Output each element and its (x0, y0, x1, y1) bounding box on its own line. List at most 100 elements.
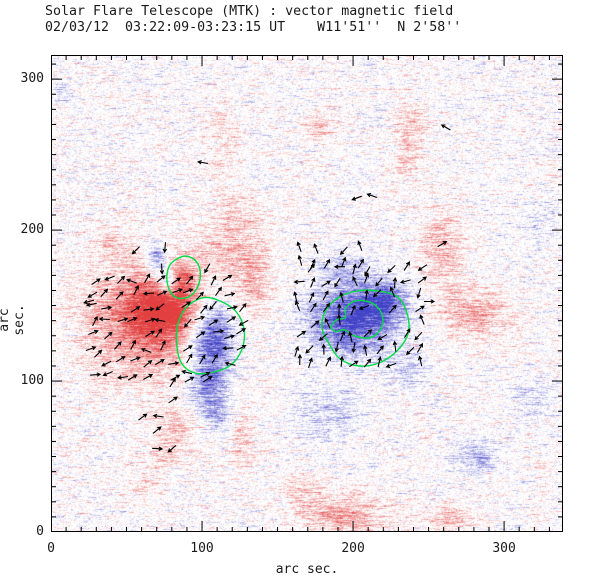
field-vector (321, 280, 331, 287)
field-vector (403, 261, 411, 271)
field-vector (334, 277, 341, 288)
field-vector (339, 355, 345, 367)
field-vector (322, 290, 329, 301)
field-vector (399, 279, 411, 284)
field-vector (168, 361, 180, 366)
field-vector (222, 346, 234, 351)
field-vector (363, 358, 372, 368)
field-vector (415, 305, 425, 313)
field-vector (377, 356, 382, 368)
field-vector (155, 303, 165, 311)
field-vector (157, 290, 168, 296)
field-vector (387, 265, 396, 274)
field-vector (200, 371, 211, 378)
field-vector (183, 345, 193, 352)
field-vector (310, 320, 320, 329)
left-kernel-ellipse (166, 255, 202, 300)
field-vector (297, 254, 303, 266)
field-vector (204, 263, 211, 274)
field-vector (155, 328, 163, 338)
field-vector (144, 317, 156, 323)
field-vector (388, 304, 397, 314)
field-vector (140, 347, 152, 353)
right-inner-contour (330, 299, 384, 339)
field-vector (100, 288, 109, 298)
field-vector (364, 289, 369, 301)
field-vector (357, 258, 364, 269)
field-vector (155, 358, 165, 366)
field-vector (115, 291, 124, 300)
field-vector (238, 319, 249, 326)
plot-area (51, 55, 563, 532)
field-vector (416, 342, 423, 353)
x-tick-label: 100 (190, 541, 214, 556)
field-vector (117, 275, 126, 284)
field-vector (181, 369, 193, 375)
field-vector (336, 313, 342, 326)
field-vector (101, 360, 112, 367)
field-vector (83, 299, 95, 305)
field-vector (195, 331, 206, 339)
central-negative-contour (175, 296, 246, 375)
contour-lines (166, 255, 410, 375)
field-vector (85, 346, 97, 352)
field-vector (296, 330, 307, 338)
field-vector (333, 264, 346, 269)
field-vector (91, 278, 101, 286)
field-vector (102, 370, 113, 377)
field-vector (349, 360, 359, 368)
field-vector (156, 275, 166, 283)
field-vector (199, 354, 206, 365)
field-vector (352, 276, 358, 287)
field-vector (377, 334, 388, 341)
field-vector (195, 291, 204, 301)
field-vector (351, 342, 356, 354)
field-vector (127, 374, 138, 381)
field-vector (159, 263, 165, 275)
field-vector (154, 317, 166, 323)
field-vector (405, 346, 415, 356)
field-vector (419, 314, 425, 325)
field-vector (130, 339, 136, 350)
plot-overlay-svg (51, 55, 563, 532)
field-vector (348, 331, 353, 343)
figure-subtitle: 02/03/12 03:22:09-03:23:15 UT W11'51'' N… (45, 20, 462, 35)
field-vector (437, 241, 448, 248)
field-vector (294, 345, 300, 357)
y-tick-label: 300 (20, 71, 44, 87)
field-vector (183, 318, 192, 328)
field-vector (224, 361, 236, 366)
field-vector (350, 304, 356, 316)
y-tick-label: 0 (36, 524, 44, 539)
field-vector (143, 359, 153, 368)
field-vector (322, 302, 331, 313)
field-vector (90, 372, 102, 377)
field-vector (104, 275, 115, 281)
field-vector (181, 301, 192, 308)
field-vector (208, 319, 219, 326)
field-vector (194, 315, 206, 321)
field-vector (152, 413, 164, 419)
field-vector (115, 355, 126, 363)
field-vector (337, 303, 342, 315)
field-vector (213, 328, 225, 334)
field-vector (160, 340, 166, 351)
y-tick-label: 200 (20, 222, 44, 238)
field-vector (224, 292, 236, 297)
field-vector (364, 266, 371, 277)
field-vector (152, 426, 162, 434)
field-vector (372, 289, 382, 298)
field-vector (101, 305, 113, 310)
field-vector (200, 304, 208, 314)
field-vector (226, 305, 238, 310)
field-vector (417, 264, 428, 271)
field-vector (169, 377, 176, 388)
field-vector (168, 396, 178, 404)
magnetogram-canvas (51, 55, 563, 532)
vector-arrows (83, 124, 451, 453)
field-vector (209, 301, 217, 311)
field-vector (202, 375, 213, 383)
x-tick-label: 200 (341, 541, 365, 556)
field-vector (133, 284, 139, 296)
